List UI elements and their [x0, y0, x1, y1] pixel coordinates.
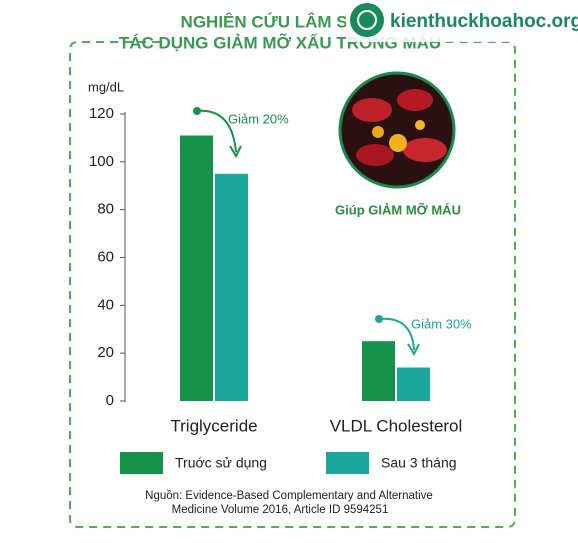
dashed-frame	[69, 41, 516, 528]
arrow	[378, 317, 415, 351]
y-tick-label: 120	[89, 105, 114, 122]
arrow-head	[407, 343, 420, 357]
title-line: NGHIÊN CỨU LÂM SÀNG	[181, 12, 386, 31]
y-tick-label: 100	[89, 153, 114, 170]
annotation: Giúp GIẢM MỠ MÁU	[335, 202, 461, 217]
watermark-logo	[357, 10, 377, 30]
y-tick-label: 0	[106, 392, 114, 409]
arrow	[196, 109, 237, 153]
y-tick-label: 20	[97, 344, 114, 361]
x-tick-label: Triglyceride	[170, 416, 257, 435]
legend-label: Truớc sử dụng	[175, 455, 267, 471]
bar	[215, 173, 248, 401]
bar	[362, 341, 395, 401]
x-tick-label: VLDL Cholesterol	[330, 416, 463, 435]
y-tick-label: 80	[97, 201, 114, 218]
legend-swatch	[326, 452, 369, 474]
annotation: Giảm 30%	[411, 316, 472, 331]
bar	[180, 135, 213, 401]
watermark: kienthuckhoahoc.org	[390, 11, 578, 32]
source: Nguồn: Evidence-Based Complementary and …	[145, 490, 433, 502]
illustration	[338, 71, 456, 189]
legend-label: Sau 3 tháng	[381, 455, 457, 471]
source: Medicine Volume 2016, Article ID 9594251	[172, 504, 389, 516]
y-axis-label: mg/dL	[88, 79, 124, 94]
y-tick-label: 60	[97, 248, 114, 265]
watermark-logo	[350, 3, 384, 37]
annotation: Giảm 20%	[228, 111, 289, 126]
y-tick-label: 40	[97, 296, 114, 313]
watermark-bg	[346, 0, 578, 42]
legend-swatch	[120, 452, 163, 474]
arrow-head	[229, 145, 242, 159]
bar	[397, 367, 430, 401]
